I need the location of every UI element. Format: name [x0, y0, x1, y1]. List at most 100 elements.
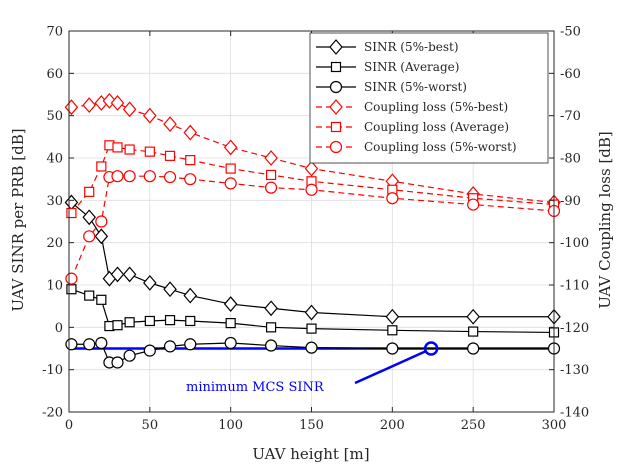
data-point	[224, 336, 237, 350]
plot-frame	[68, 30, 555, 413]
legend-marker	[329, 99, 343, 115]
data-point	[264, 300, 278, 317]
y-right-tick-label: -110	[560, 279, 589, 294]
data-point	[143, 344, 156, 357]
series-layer	[64, 92, 561, 369]
legend-marker	[330, 121, 342, 133]
y-left-tick-label: -20	[42, 406, 63, 421]
data-point	[84, 186, 95, 197]
data-point	[183, 124, 198, 141]
y-left-tick-label: 30	[46, 194, 63, 209]
x-tick-label: 300	[542, 418, 567, 433]
data-point	[64, 194, 79, 211]
data-point	[143, 274, 157, 291]
y-left-tick-label: 20	[46, 236, 63, 251]
y-right-tick-label: -140	[560, 406, 589, 421]
y-axis-right-label: UAV Coupling loss [dB]	[596, 131, 614, 309]
data-point	[184, 338, 197, 351]
data-point	[96, 294, 107, 305]
legend: SINR (5%-best) SINR (Average) SINR (5%-wor…	[309, 32, 549, 164]
x-tick-label: 0	[65, 418, 73, 433]
y-right-tick-label: -90	[560, 194, 581, 209]
y-left-tick-label: 70	[46, 25, 63, 40]
data-point	[386, 342, 399, 355]
x-axis-label: UAV height [m]	[252, 445, 369, 463]
data-point	[306, 323, 317, 334]
series-0	[64, 194, 561, 325]
y-right-tick-label: -80	[560, 152, 581, 167]
y-right-tick-label: -50	[560, 25, 581, 40]
data-point	[96, 161, 107, 172]
legend-label: Coupling loss (5%-best)	[364, 100, 508, 114]
data-point	[82, 97, 96, 114]
data-point	[124, 144, 135, 155]
series-line	[71, 201, 554, 318]
data-point	[264, 339, 278, 352]
data-point	[387, 325, 398, 336]
data-point	[305, 341, 318, 354]
legend-label: SINR (5%-best)	[364, 40, 459, 54]
data-point	[83, 338, 96, 351]
data-point	[66, 284, 77, 295]
data-point	[264, 150, 278, 166]
data-point	[110, 95, 125, 111]
y-left-tick-label: 10	[46, 279, 63, 294]
series-5	[65, 170, 561, 285]
data-point	[143, 107, 157, 124]
data-point	[112, 320, 123, 331]
legend-marker	[330, 61, 342, 73]
data-point	[65, 338, 78, 351]
series-3	[64, 92, 561, 211]
data-point	[163, 281, 177, 298]
data-point	[223, 139, 238, 156]
y-left-tick-label: -10	[42, 363, 63, 378]
data-point	[305, 183, 318, 196]
data-point	[304, 160, 319, 177]
data-point	[111, 356, 124, 369]
y-left-tick-label: 40	[46, 152, 63, 167]
data-point	[95, 336, 108, 350]
data-point	[225, 163, 236, 174]
data-point	[123, 170, 136, 183]
x-tick-label: 250	[461, 418, 486, 433]
y-axis-left-label: UAV SINR per PRB [dB]	[9, 128, 27, 311]
y-left-tick-label: 50	[46, 109, 63, 124]
data-point	[111, 170, 124, 183]
y-right-tick-label: -60	[560, 67, 581, 82]
data-point	[163, 116, 177, 133]
data-point	[185, 315, 196, 327]
y-right-tick-label: -130	[560, 363, 589, 378]
data-point	[94, 228, 109, 245]
annotation-label: minimum MCS SINR	[186, 380, 325, 395]
data-point	[143, 170, 156, 183]
data-point	[112, 142, 123, 153]
x-tick-label: 150	[299, 418, 324, 433]
series-2	[65, 336, 561, 369]
data-point	[83, 230, 96, 243]
annotation-target	[423, 341, 439, 356]
annotation-arrow	[354, 350, 426, 385]
data-point	[122, 266, 137, 283]
data-point	[223, 296, 238, 312]
y-left-tick-label: 0	[55, 321, 63, 336]
data-point	[386, 192, 399, 205]
data-point	[265, 322, 277, 333]
legend-marker	[329, 39, 343, 55]
data-point	[163, 170, 177, 184]
y-right-tick-label: -100	[560, 236, 589, 251]
legend-label: Coupling loss (Average)	[364, 120, 509, 134]
y-right-tick-label: -120	[560, 321, 589, 336]
data-point	[385, 308, 400, 325]
legend-marker	[329, 140, 343, 154]
data-point	[466, 308, 480, 325]
legend-label: SINR (Average)	[364, 60, 459, 74]
tick-labels: 0 50 100 150 200 250 300-20-10010203040506070-…	[42, 25, 589, 434]
data-point	[164, 315, 176, 326]
x-tick-label: 100	[218, 418, 243, 433]
data-point	[82, 209, 96, 226]
data-point	[264, 181, 278, 194]
data-point	[110, 266, 125, 283]
data-point	[467, 342, 480, 355]
